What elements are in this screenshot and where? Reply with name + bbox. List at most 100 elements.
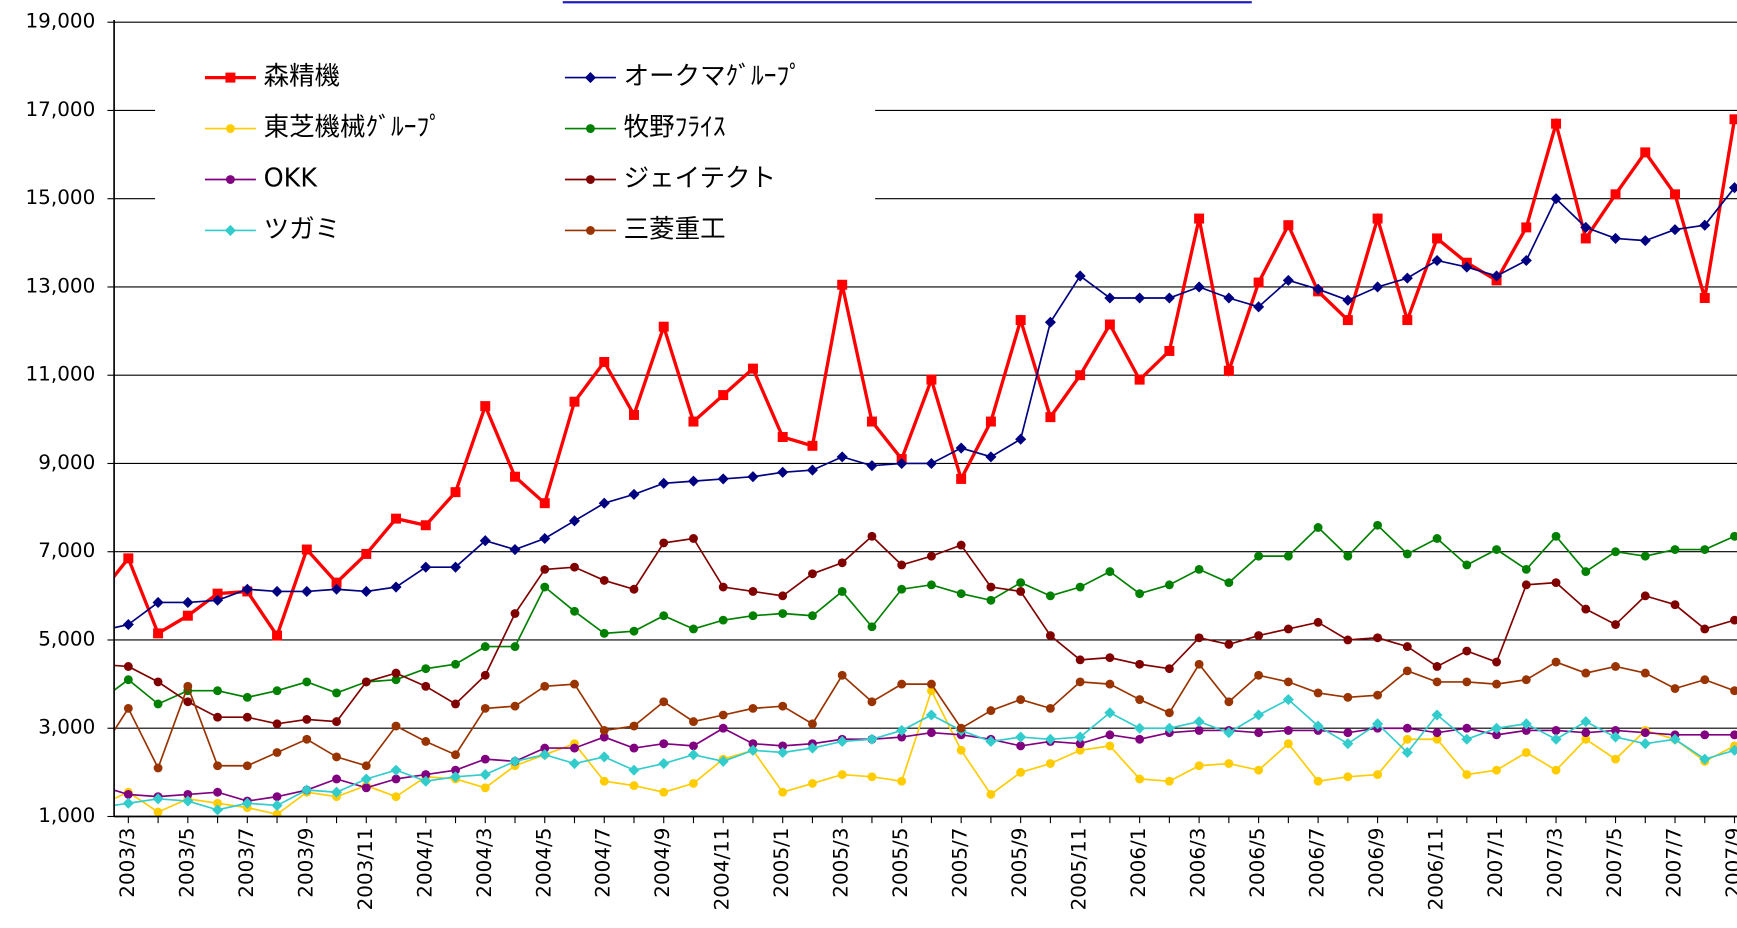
marker bbox=[213, 686, 222, 696]
marker bbox=[1075, 370, 1086, 381]
marker bbox=[539, 498, 550, 509]
marker bbox=[1640, 668, 1650, 678]
marker bbox=[1492, 657, 1501, 667]
marker bbox=[1580, 716, 1592, 728]
x-tick-label: 2004/1 bbox=[412, 828, 436, 898]
series-line bbox=[114, 698, 1735, 811]
marker bbox=[956, 745, 966, 755]
marker bbox=[1342, 294, 1354, 306]
marker bbox=[629, 781, 639, 791]
marker bbox=[361, 548, 372, 559]
marker bbox=[659, 739, 669, 749]
marker bbox=[391, 675, 401, 685]
marker bbox=[1016, 767, 1026, 777]
marker bbox=[1015, 315, 1026, 326]
marker bbox=[956, 723, 966, 733]
marker bbox=[1342, 738, 1354, 750]
marker bbox=[1163, 722, 1175, 734]
marker bbox=[1194, 633, 1204, 643]
marker bbox=[1373, 633, 1383, 643]
marker bbox=[509, 543, 521, 556]
marker bbox=[361, 677, 371, 687]
marker bbox=[687, 749, 700, 761]
marker bbox=[1611, 620, 1620, 629]
marker bbox=[1224, 759, 1234, 768]
marker bbox=[1700, 675, 1710, 685]
marker bbox=[301, 784, 313, 796]
x-tick-label: 2007/9 bbox=[1721, 828, 1737, 898]
legend-label: 森精機 bbox=[264, 62, 340, 92]
marker bbox=[1551, 657, 1561, 667]
marker bbox=[451, 765, 460, 775]
marker bbox=[421, 681, 431, 691]
marker bbox=[1015, 433, 1027, 445]
series-line bbox=[114, 524, 1735, 705]
marker bbox=[897, 584, 907, 594]
marker bbox=[658, 321, 669, 332]
marker bbox=[272, 792, 282, 802]
marker bbox=[272, 809, 282, 817]
marker bbox=[480, 703, 490, 713]
marker bbox=[1372, 281, 1384, 293]
marker bbox=[1640, 728, 1650, 738]
marker bbox=[479, 535, 491, 547]
marker bbox=[1104, 319, 1115, 330]
marker bbox=[689, 741, 698, 751]
marker bbox=[1312, 720, 1324, 732]
marker bbox=[1492, 730, 1501, 740]
marker bbox=[1728, 182, 1737, 194]
marker bbox=[153, 677, 163, 687]
marker bbox=[584, 72, 596, 84]
marker bbox=[360, 585, 372, 597]
marker bbox=[629, 584, 639, 594]
marker bbox=[331, 577, 342, 588]
marker bbox=[1520, 254, 1532, 267]
marker bbox=[1343, 692, 1353, 702]
marker bbox=[480, 783, 490, 793]
marker bbox=[1462, 646, 1472, 656]
marker bbox=[361, 761, 371, 771]
marker bbox=[569, 396, 580, 407]
marker bbox=[718, 582, 728, 592]
marker bbox=[122, 619, 134, 631]
labels: 1,000 3,000 5,000 7,000 9,000 11,000 13,000 15,… bbox=[26, 9, 1737, 911]
marker bbox=[391, 774, 401, 784]
marker bbox=[1134, 292, 1146, 304]
marker bbox=[1254, 670, 1264, 680]
marker bbox=[1550, 193, 1562, 205]
marker bbox=[1492, 765, 1501, 775]
marker bbox=[1551, 765, 1561, 775]
marker bbox=[598, 751, 610, 763]
marker bbox=[272, 719, 282, 729]
marker bbox=[539, 532, 551, 545]
marker bbox=[1730, 686, 1737, 696]
marker bbox=[629, 743, 639, 753]
x-tick-label: 2006/3 bbox=[1186, 828, 1210, 898]
marker bbox=[985, 451, 997, 463]
marker bbox=[332, 717, 341, 727]
series bbox=[114, 182, 1737, 631]
marker bbox=[94, 697, 103, 706]
marker bbox=[837, 279, 848, 290]
marker bbox=[806, 464, 818, 476]
marker bbox=[1491, 722, 1503, 734]
y-tick-label: 19,000 bbox=[26, 9, 96, 33]
series bbox=[114, 657, 1737, 773]
marker bbox=[1134, 722, 1146, 734]
marker bbox=[926, 551, 936, 561]
marker bbox=[225, 72, 236, 83]
marker bbox=[183, 681, 193, 691]
marker bbox=[1015, 731, 1027, 743]
marker bbox=[837, 770, 847, 780]
marker bbox=[1401, 746, 1413, 759]
x-tick-label: 2005/3 bbox=[829, 828, 853, 898]
marker bbox=[1639, 738, 1651, 750]
marker bbox=[1164, 345, 1175, 356]
marker bbox=[1164, 580, 1174, 590]
marker bbox=[806, 742, 818, 754]
marker bbox=[241, 583, 253, 595]
marker bbox=[1551, 118, 1562, 129]
marker bbox=[688, 416, 699, 427]
marker bbox=[689, 624, 698, 634]
